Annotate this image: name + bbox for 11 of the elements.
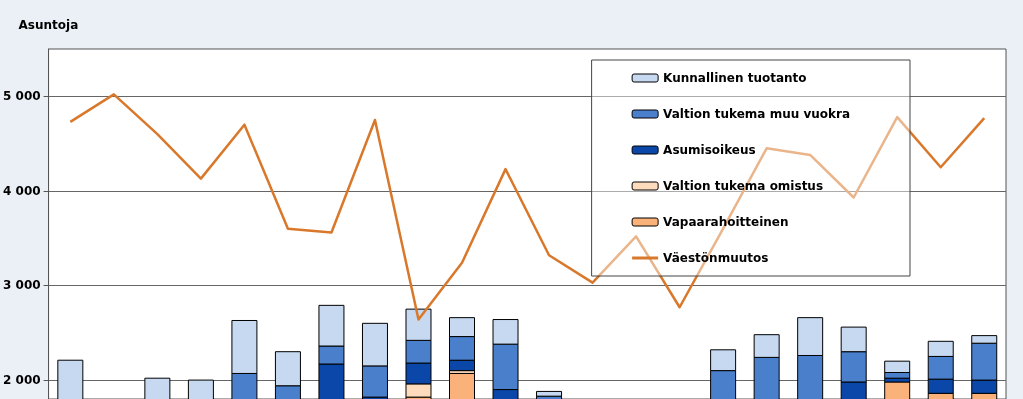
- y-tick-label: 3 000: [3, 278, 41, 293]
- legend-label: Väestönmuutos: [663, 251, 769, 265]
- legend-label: Vapaarahoitteinen: [663, 215, 789, 229]
- legend-label: Kunnallinen tuotanto: [663, 71, 807, 85]
- y-tick-label: 5 000: [3, 89, 41, 104]
- legend-label: Asumisoikeus: [663, 143, 756, 157]
- y-tick-label: 4 000: [3, 183, 41, 198]
- legend-label: Valtion tukema muu vuokra: [663, 107, 851, 121]
- y-tick-label: 2 000: [3, 373, 41, 388]
- legend-label: Valtion tukema omistus: [663, 179, 824, 193]
- y-axis-title: Asuntoja: [18, 18, 79, 32]
